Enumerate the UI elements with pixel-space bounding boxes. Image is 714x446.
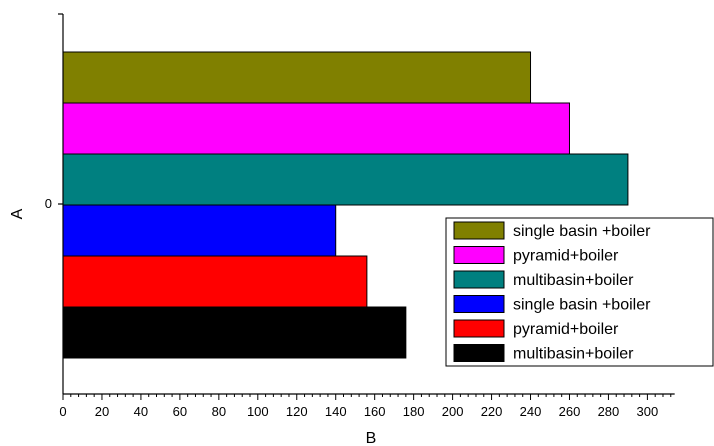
x-tick-label: 80 [212,404,226,419]
y-axis-title: A [9,208,26,219]
x-tick-label: 60 [173,404,187,419]
legend-swatch [453,246,505,264]
bar [62,51,532,104]
y-tick-label: 0 [45,196,52,211]
x-tick-label: 40 [134,404,148,419]
legend-swatch [453,270,505,289]
bar [62,306,407,359]
legend-label: multibasin+boiler [513,272,634,289]
x-tick-label: 280 [598,404,620,419]
legend-swatch [453,319,505,338]
x-tick-label: 220 [481,404,503,419]
legend-label: pyramid+boiler [513,248,619,265]
x-tick-label: 260 [559,404,581,419]
x-tick-label: 160 [364,404,386,419]
legend-swatch [453,344,505,362]
bar [62,255,368,308]
legend-label: single basin +boiler [513,223,651,240]
axes: 0 20 40 60 80 100 120 140 160 180 200 220 240 260 280 3… [58,13,675,419]
x-axis-title: B [366,430,377,446]
legend-box [445,217,714,367]
x-tick-label: 100 [247,404,269,419]
x-tick-label: 180 [403,404,425,419]
x-tick-label: 200 [442,404,464,419]
bars [62,51,629,359]
x-tick-label: 240 [520,404,542,419]
x-tick-label: 120 [286,404,308,419]
legend-label: pyramid+boiler [513,321,619,338]
bar [62,204,337,257]
legend: single basin +boiler pyramid+boiler multib… [445,217,714,367]
x-tick-label: 140 [325,404,347,419]
bar [62,102,570,155]
legend-label: multibasin+boiler [513,346,634,363]
x-tick-label: 0 [59,404,66,419]
bar [62,153,629,206]
legend-swatch [453,221,505,240]
x-tick-label: 300 [637,404,659,419]
legend-label: single basin +boiler [513,297,651,314]
legend-swatch [453,295,505,313]
x-tick-label: 20 [95,404,109,419]
